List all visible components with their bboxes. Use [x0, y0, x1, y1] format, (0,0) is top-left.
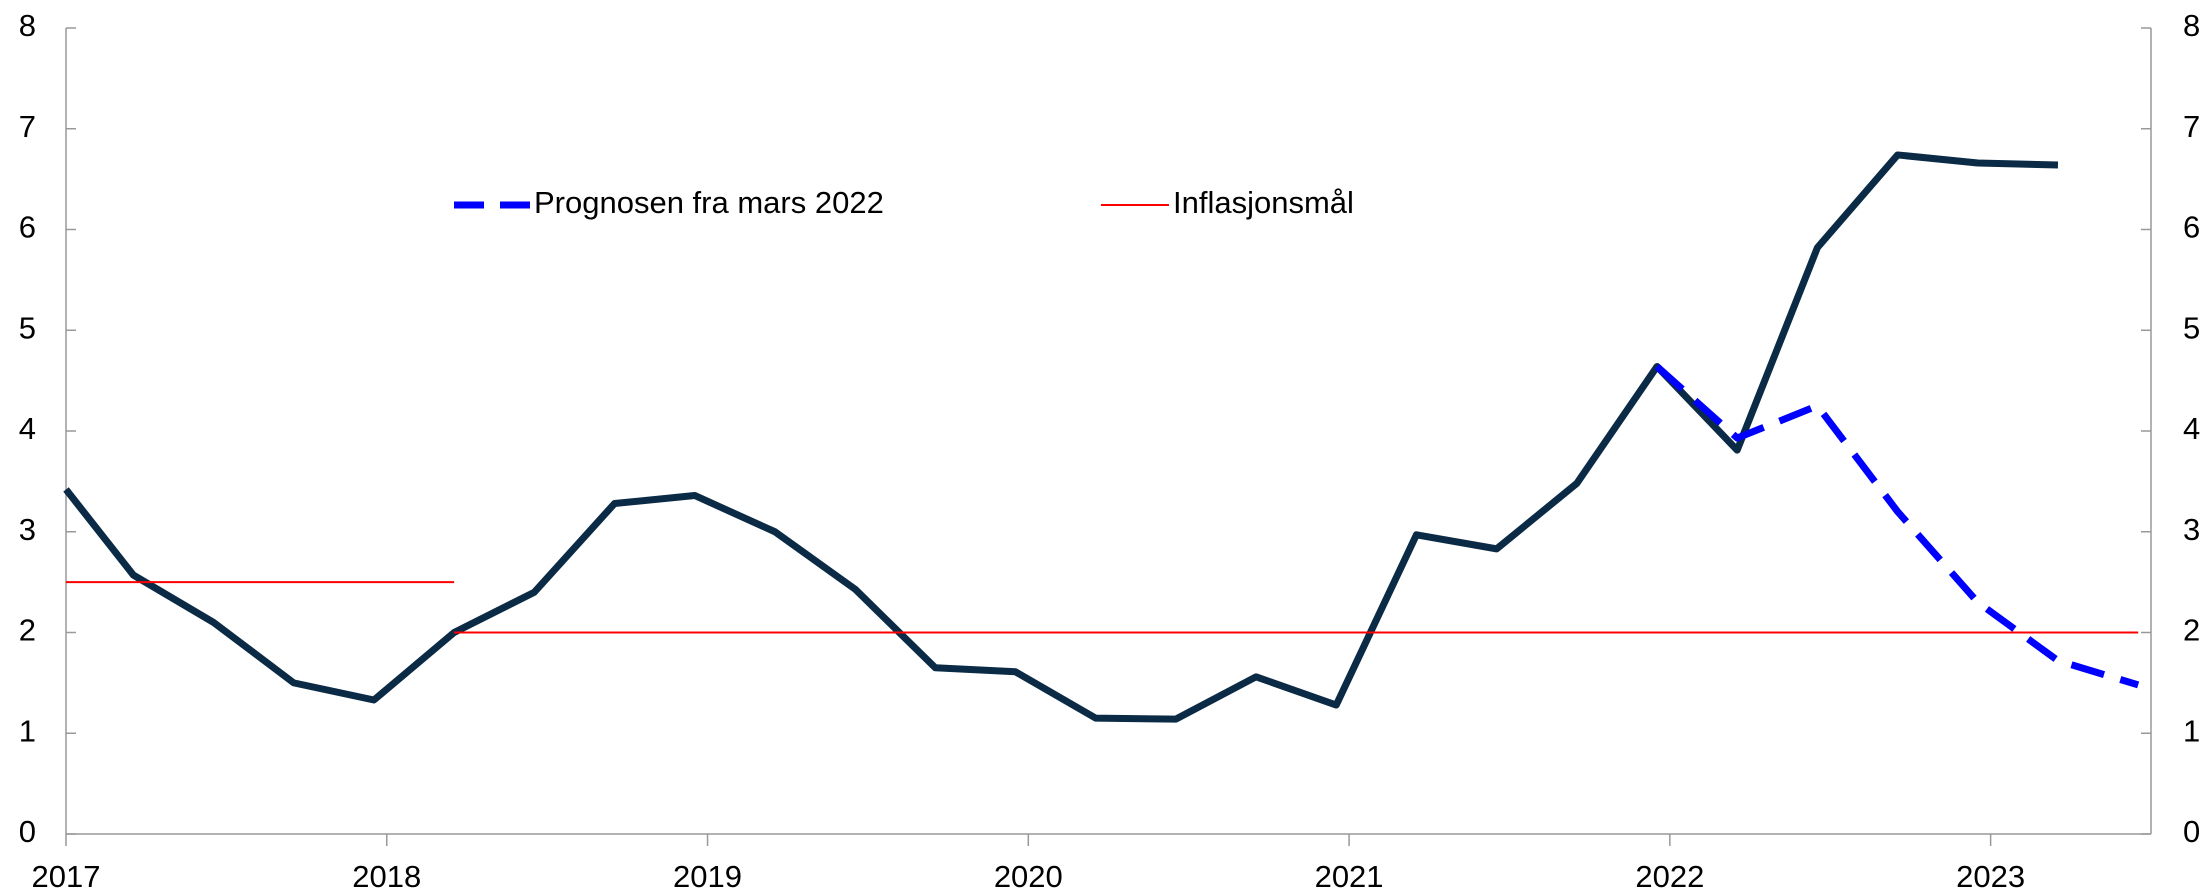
- y-tick-label: 7: [19, 109, 36, 144]
- series-line: [1654, 363, 2140, 689]
- y-tick-label: 5: [19, 310, 36, 345]
- x-tick-label: 2020: [994, 859, 1063, 894]
- x-tick-label: 2021: [1315, 859, 1384, 894]
- y-tick-label: 4: [19, 411, 36, 446]
- y2-tick-label: 4: [2183, 411, 2200, 446]
- legend-label: Inflasjonsmål: [1173, 185, 1354, 220]
- y2-tick-label: 0: [2183, 814, 2200, 849]
- x-tick-label: 2023: [1956, 859, 2025, 894]
- y-tick-label: 8: [19, 8, 36, 43]
- legend-label: Prognosen fra mars 2022: [534, 185, 884, 220]
- y2-tick-label: 3: [2183, 512, 2200, 547]
- y-tick-label: 0: [19, 814, 36, 849]
- y2-tick-label: 7: [2183, 109, 2200, 144]
- y-tick-label: 2: [19, 613, 36, 648]
- x-tick-label: 2022: [1635, 859, 1704, 894]
- y2-tick-label: 8: [2183, 8, 2200, 43]
- y2-tick-label: 6: [2183, 210, 2200, 245]
- y2-tick-label: 5: [2183, 310, 2200, 345]
- x-tick-label: 2018: [352, 859, 421, 894]
- series-line: [66, 581, 2139, 634]
- x-tick-label: 2019: [673, 859, 742, 894]
- x-tick-label: 2017: [32, 859, 101, 894]
- y2-tick-label: 2: [2183, 613, 2200, 648]
- y-tick-label: 6: [19, 210, 36, 245]
- y-tick-label: 3: [19, 512, 36, 547]
- y2-tick-label: 1: [2183, 713, 2200, 748]
- series-line: [63, 151, 2059, 723]
- y-tick-label: 1: [19, 713, 36, 748]
